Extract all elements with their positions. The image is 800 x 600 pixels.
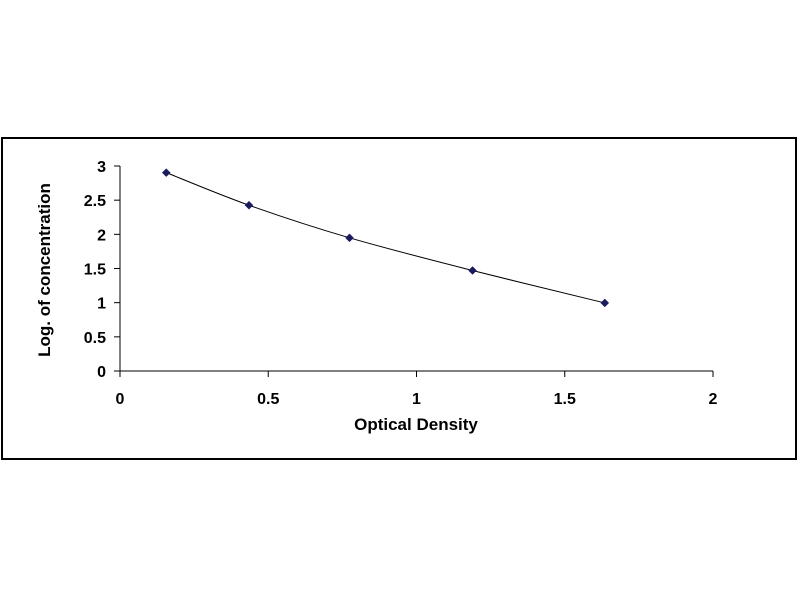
data-points — [161, 168, 610, 308]
y-tick-label: 1.5 — [84, 262, 106, 279]
y-tick-label: 1 — [97, 296, 106, 313]
data-point — [600, 298, 610, 308]
figure-frame — [1, 137, 797, 460]
y-tick-label: 2 — [97, 227, 106, 244]
y-tick-label: 2.5 — [84, 193, 106, 210]
x-axis-title: Optical Density — [354, 415, 478, 434]
y-axis-title: Log. of concentration — [35, 183, 54, 357]
x-tick-label: 0 — [116, 391, 125, 408]
x-tick-label: 1.5 — [554, 391, 576, 408]
tick-marks — [114, 165, 714, 377]
x-tick-label: 0.5 — [257, 391, 279, 408]
x-tick-label: 2 — [709, 391, 718, 408]
y-tick-label: 3 — [97, 159, 106, 176]
x-tick-label: 1 — [412, 391, 421, 408]
y-tick-label: 0.5 — [84, 330, 106, 347]
trend-curve — [166, 172, 605, 304]
data-point — [345, 233, 354, 243]
y-tick-label: 0 — [97, 364, 106, 381]
data-point — [161, 168, 171, 177]
data-point — [244, 200, 254, 210]
axes — [119, 166, 713, 372]
data-point — [468, 266, 477, 275]
tick-labels: 0 0.5 1 1.5 2 2.5 3 0 0.5 1 1.5 2 — [84, 159, 718, 408]
